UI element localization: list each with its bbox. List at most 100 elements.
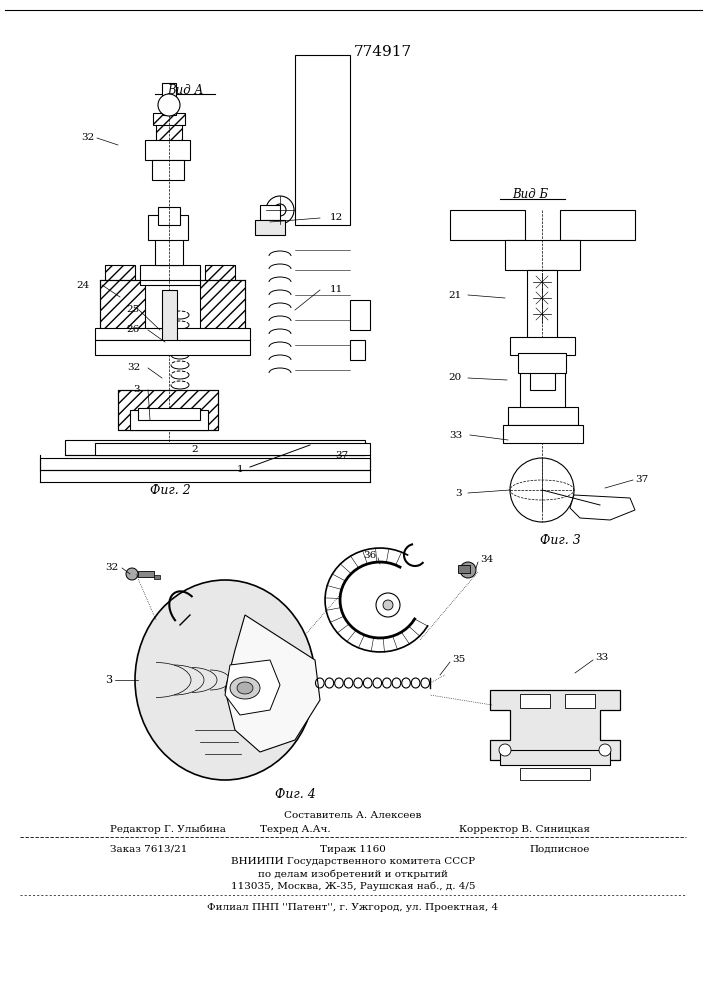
Text: 1: 1 (237, 466, 243, 475)
Bar (118, 390, 218, 430)
Ellipse shape (237, 682, 253, 694)
Bar (152, 160, 184, 180)
Text: Корректор В. Синицкая: Корректор В. Синицкая (459, 824, 590, 834)
Text: по делам изобретений и открытий: по делам изобретений и открытий (258, 869, 448, 879)
Bar (118, 390, 218, 430)
Text: Фиг. 2: Фиг. 2 (150, 484, 190, 496)
Bar (518, 353, 566, 373)
Bar (156, 115, 182, 145)
Bar (138, 408, 200, 420)
Text: 21: 21 (449, 290, 462, 300)
Circle shape (126, 568, 138, 580)
Text: 2: 2 (192, 446, 198, 454)
Text: ВНИИПИ Государственного комитета СССР: ВНИИПИ Государственного комитета СССР (231, 857, 475, 866)
Bar (100, 280, 145, 340)
Text: 35: 35 (452, 656, 465, 664)
Bar (350, 340, 365, 360)
Ellipse shape (230, 677, 260, 699)
Bar (295, 55, 350, 225)
Text: 25: 25 (127, 306, 140, 314)
Bar (255, 220, 285, 235)
Bar (450, 210, 525, 240)
Text: 3: 3 (105, 675, 112, 685)
Text: Редактор Г. Улыбина: Редактор Г. Улыбина (110, 824, 226, 834)
Circle shape (158, 94, 180, 116)
Bar (503, 425, 583, 443)
Text: 113035, Москва, Ж-35, Раушская наб., д. 4/5: 113035, Москва, Ж-35, Раушская наб., д. … (230, 881, 475, 891)
Bar (520, 768, 590, 780)
Text: 36: 36 (363, 550, 377, 560)
Bar (530, 368, 555, 390)
Bar (95, 340, 250, 355)
Text: 33: 33 (595, 654, 608, 662)
Bar (145, 140, 190, 160)
Bar (527, 270, 557, 340)
Circle shape (499, 744, 511, 756)
Circle shape (533, 289, 551, 307)
Bar (500, 750, 610, 765)
Bar (65, 440, 365, 455)
Bar (154, 575, 160, 579)
Bar (510, 337, 575, 355)
Circle shape (460, 562, 476, 578)
Text: 26: 26 (127, 326, 140, 334)
Bar (95, 328, 250, 340)
Polygon shape (570, 495, 635, 520)
Bar (158, 207, 180, 225)
Text: 32: 32 (82, 133, 95, 142)
Bar (40, 458, 370, 470)
Polygon shape (490, 690, 620, 760)
Bar (140, 265, 200, 285)
Bar (95, 443, 370, 455)
Bar (505, 240, 580, 270)
Circle shape (376, 593, 400, 617)
Bar (565, 694, 595, 708)
Text: Составитель А. Алексеев: Составитель А. Алексеев (284, 810, 421, 820)
Text: 37: 37 (335, 450, 349, 460)
Text: 34: 34 (480, 556, 493, 564)
Polygon shape (225, 615, 320, 752)
Circle shape (533, 305, 551, 323)
Bar (520, 340, 565, 410)
Text: Филиал ПНП ''Патент'', г. Ужгород, ул. Проектная, 4: Филиал ПНП ''Патент'', г. Ужгород, ул. П… (207, 902, 498, 912)
Text: 774917: 774917 (354, 45, 412, 59)
Text: 33: 33 (449, 430, 462, 440)
Bar (260, 205, 280, 220)
Ellipse shape (135, 580, 315, 780)
Bar (458, 565, 470, 573)
Text: 3: 3 (134, 385, 140, 394)
Circle shape (533, 273, 551, 291)
Polygon shape (225, 660, 280, 715)
Text: 37: 37 (635, 476, 648, 485)
Bar (160, 220, 178, 265)
Bar (105, 265, 135, 285)
Bar (148, 215, 188, 240)
Circle shape (599, 744, 611, 756)
Bar (508, 407, 578, 425)
Text: Тираж 1160: Тираж 1160 (320, 844, 386, 854)
Bar (155, 220, 183, 265)
Text: Фиг. 4: Фиг. 4 (274, 788, 315, 802)
Circle shape (266, 196, 294, 224)
Text: Подписное: Подписное (530, 844, 590, 854)
Bar (162, 290, 177, 350)
Text: Вид Б: Вид Б (512, 188, 548, 202)
Bar (162, 83, 176, 115)
Text: 20: 20 (449, 373, 462, 382)
Bar (153, 113, 185, 125)
Text: 12: 12 (330, 214, 344, 223)
Text: 32: 32 (105, 564, 118, 572)
Circle shape (274, 204, 286, 216)
Bar (560, 210, 635, 240)
Bar (200, 280, 245, 340)
Bar (205, 265, 235, 285)
Text: Фиг. 3: Фиг. 3 (539, 534, 580, 546)
Text: 32: 32 (127, 363, 140, 372)
Text: Техред А.Ач.: Техред А.Ач. (259, 824, 330, 834)
Bar (138, 571, 154, 577)
Text: Вид А: Вид А (167, 84, 203, 97)
Text: 24: 24 (77, 280, 90, 290)
Bar (130, 410, 208, 430)
Text: 11: 11 (330, 286, 344, 294)
Bar (350, 300, 370, 330)
